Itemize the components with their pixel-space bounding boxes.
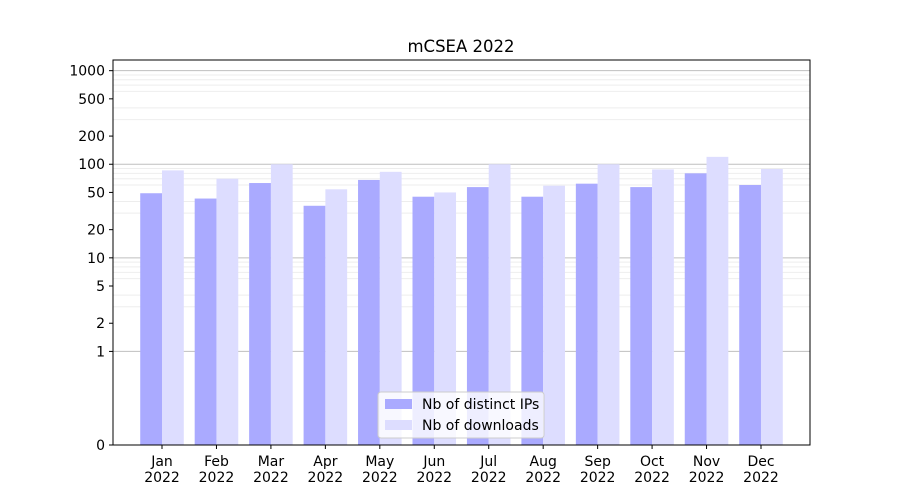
bar-downloads xyxy=(597,164,620,445)
bar-distinct-ips xyxy=(303,205,326,445)
bar-downloads xyxy=(434,192,457,445)
y-tick-label: 1000 xyxy=(69,64,105,80)
x-tick-label-year: 2022 xyxy=(362,470,398,486)
y-tick-label: 50 xyxy=(87,185,105,201)
x-tick-label-year: 2022 xyxy=(199,470,235,486)
bar-downloads xyxy=(543,185,565,446)
y-tick-label: 1 xyxy=(96,344,105,360)
x-tick-label-month: Mar xyxy=(258,454,285,470)
x-tick-label-year: 2022 xyxy=(580,470,616,486)
legend: Nb of distinct IPs Nb of downloads xyxy=(377,391,545,439)
bar-distinct-ips xyxy=(194,198,217,445)
bar-distinct-ips xyxy=(140,193,163,445)
bar-distinct-ips xyxy=(630,187,653,445)
y-tick-label: 100 xyxy=(78,157,105,173)
bar-downloads xyxy=(162,170,184,445)
y-tick-label: 500 xyxy=(78,92,105,108)
bar-distinct-ips xyxy=(358,179,380,445)
x-tick-label-year: 2022 xyxy=(308,470,344,486)
x-tick-label-year: 2022 xyxy=(743,470,779,486)
y-tick-label: 2 xyxy=(96,316,105,332)
bar-downloads xyxy=(379,171,402,445)
x-tick-label-month: Feb xyxy=(204,454,229,470)
x-tick-label-month: Sep xyxy=(584,454,611,470)
bar-distinct-ips xyxy=(412,196,435,445)
legend-label: Nb of downloads xyxy=(422,418,539,434)
y-tick-label: 0 xyxy=(96,438,105,454)
chart-title: mCSEA 2022 xyxy=(407,37,514,56)
legend-swatch xyxy=(385,399,412,409)
x-tick-label-month: Jun xyxy=(422,454,445,470)
x-tick-label-year: 2022 xyxy=(471,470,507,486)
bar-downloads xyxy=(652,169,674,446)
x-tick-label-year: 2022 xyxy=(634,470,670,486)
x-tick-label-month: May xyxy=(365,454,394,470)
bar-distinct-ips xyxy=(466,187,489,445)
y-tick-label: 20 xyxy=(87,223,105,239)
bar-distinct-ips xyxy=(521,196,544,445)
legend-label: Nb of distinct IPs xyxy=(422,397,539,413)
bars xyxy=(140,156,783,446)
bar-downloads xyxy=(325,189,348,445)
x-axis: Jan2022Feb2022Mar2022Apr2022May2022Jun20… xyxy=(144,445,779,486)
legend-swatch xyxy=(385,420,412,430)
bar-downloads xyxy=(270,164,293,445)
legend-box xyxy=(377,391,545,439)
x-tick-label-year: 2022 xyxy=(689,470,725,486)
bar-distinct-ips xyxy=(684,173,707,445)
y-axis: 0 1 2 5 10 20 50 100 200 500 1000 xyxy=(69,64,113,454)
x-tick-label-month: Jul xyxy=(479,454,497,470)
x-tick-label-month: Oct xyxy=(640,454,665,470)
bar-downloads xyxy=(706,156,729,446)
y-tick-label: 200 xyxy=(78,129,105,145)
x-tick-label-month: Apr xyxy=(313,454,337,470)
x-tick-label-month: Jan xyxy=(150,454,173,470)
x-tick-label-year: 2022 xyxy=(525,470,561,486)
bar-distinct-ips xyxy=(739,185,761,445)
bar-downloads xyxy=(760,168,783,445)
bar-downloads xyxy=(488,164,511,445)
x-tick-label-year: 2022 xyxy=(416,470,452,486)
bar-downloads xyxy=(216,178,239,446)
bar-distinct-ips xyxy=(249,183,271,446)
x-tick-label-month: Aug xyxy=(530,454,557,470)
x-tick-label-year: 2022 xyxy=(253,470,289,486)
x-tick-label-month: Dec xyxy=(747,454,774,470)
y-tick-label: 5 xyxy=(96,279,105,295)
bar-distinct-ips xyxy=(575,183,598,445)
x-tick-label-year: 2022 xyxy=(144,470,180,486)
plot-frame xyxy=(112,59,811,446)
y-tick-label: 10 xyxy=(87,251,105,267)
x-tick-label-month: Nov xyxy=(693,454,720,470)
